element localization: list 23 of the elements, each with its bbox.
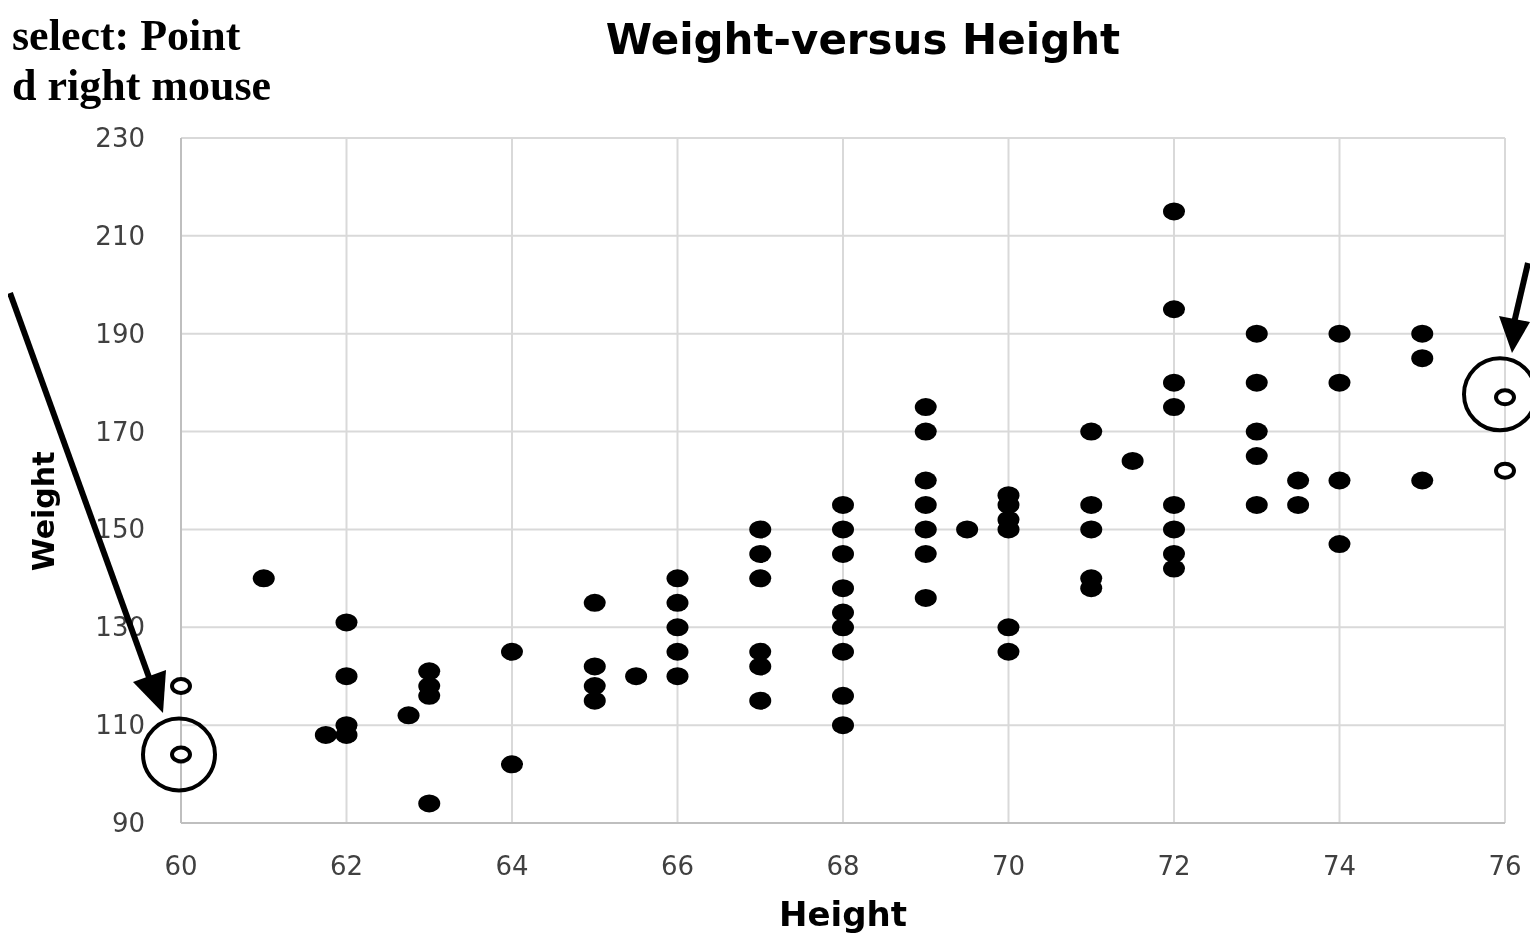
y-tick-label: 110 [95, 710, 145, 741]
x-tick-label: 60 [164, 851, 198, 881]
x-tick-label: 68 [826, 851, 860, 881]
y-tick-label: 90 [111, 808, 145, 838]
y-tick-label: 230 [95, 123, 145, 153]
y-tick-label: 210 [95, 220, 145, 251]
x-tick-label: 72 [1157, 851, 1191, 881]
x-tick-label: 64 [495, 851, 529, 881]
y-tick-label: 170 [95, 416, 145, 447]
x-tick-label: 66 [660, 851, 695, 881]
chart-title: Weight-versus Height [605, 15, 1121, 64]
x-tick-label: 70 [991, 851, 1026, 881]
x-tick-label: 62 [329, 851, 364, 881]
x-tick-label: 76 [1488, 851, 1522, 881]
y-tick-label: 190 [95, 318, 145, 349]
point [170, 677, 192, 695]
text: d right mouse [12, 61, 272, 110]
y-axis-title: Weight [26, 451, 61, 572]
text: select: Point [12, 11, 241, 60]
x-tick-label: 74 [1322, 851, 1357, 881]
x-axis-title: Height [779, 894, 907, 934]
y-tick-label: 150 [95, 514, 145, 545]
point [1494, 461, 1516, 480]
